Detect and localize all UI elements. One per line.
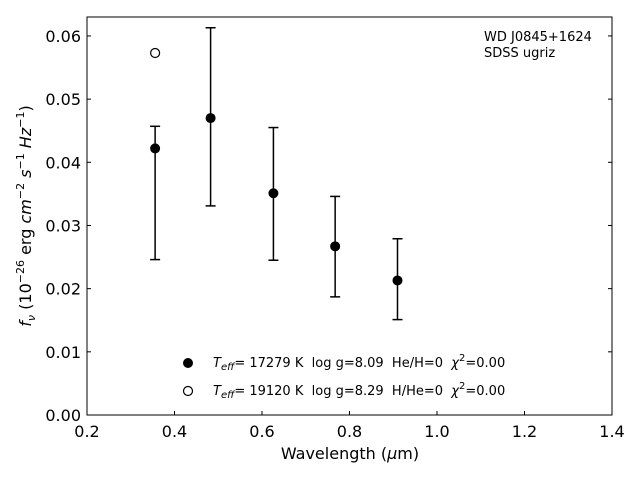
y-ticks: 0.00 0.01 0.02 0.03 0.04 0.05 0.06	[45, 27, 612, 425]
y-title-s: s	[16, 170, 35, 183]
y-title-hz: Hz	[16, 127, 35, 153]
legend-2-sup: 2	[459, 381, 465, 392]
legend-2-chi-rest: =0.00	[465, 384, 505, 399]
x-axis-title: Wavelength (μm)	[281, 444, 419, 463]
legend-1-chi-rest: =0.00	[465, 356, 505, 371]
legend-1-sub: eff	[221, 362, 236, 373]
x-ticks: 0.2 0.4 0.6 0.8 1.0 1.2 1.4	[74, 411, 625, 441]
y-title-f: f	[16, 319, 35, 327]
legend-marker-open	[182, 385, 194, 397]
x-axis-title-pre: Wavelength (	[281, 444, 387, 463]
y-axis-title: fν (10−26 erg cm−2 s−1 Hz−1)	[14, 105, 38, 326]
legend-entry-1: Teff= 17279 K log g=8.09 He/H=0 χ2=0.00	[213, 353, 505, 373]
data-point-filled	[392, 275, 403, 286]
legend-marker-filled	[183, 358, 193, 368]
y-title-a: (10	[16, 283, 35, 315]
legend-1-t: T	[213, 356, 222, 371]
legend-1-sup: 2	[459, 353, 465, 364]
annotation-line-2: SDSS ugriz	[484, 46, 555, 61]
y-tick-label: 0.02	[45, 280, 81, 299]
y-tick-label: 0.06	[45, 27, 81, 46]
y-title-e1: −26	[14, 260, 27, 283]
y-title-nu: ν	[25, 315, 38, 321]
x-tick-label: 1.0	[424, 422, 449, 441]
x-tick-label: 1.2	[512, 422, 537, 441]
legend-1-rest: = 17279 K log g=8.09 He/H=0	[234, 356, 451, 371]
errorbars-layer	[150, 26, 403, 321]
y-tick-label: 0.01	[45, 343, 81, 362]
data-point-filled	[330, 241, 341, 252]
x-axis-title-mu: μ	[386, 444, 397, 463]
legend: Teff= 17279 K log g=8.09 He/H=0 χ2=0.00 …	[182, 353, 505, 401]
x-tick-label: 0.2	[74, 422, 99, 441]
y-tick-label: 0.00	[45, 406, 81, 425]
x-axis-title-post: m)	[397, 444, 419, 463]
legend-2-rest: = 19120 K log g=8.29 H/He=0	[234, 384, 451, 399]
annotation-line-1: WD J0845+1624	[484, 30, 592, 45]
data-point-filled	[205, 113, 216, 124]
data-point-filled	[268, 188, 279, 199]
y-title-e4: −1	[14, 112, 27, 128]
legend-1-chi: χ	[450, 356, 460, 371]
points-layer	[150, 47, 403, 286]
x-tick-label: 0.8	[337, 422, 362, 441]
y-title-e3: −1	[14, 153, 27, 169]
y-tick-label: 0.04	[45, 153, 81, 172]
y-tick-label: 0.05	[45, 90, 81, 109]
y-title-e2: −2	[14, 183, 27, 199]
legend-2-chi: χ	[450, 384, 460, 399]
y-title-b: erg	[16, 224, 35, 260]
legend-entry-2: Teff= 19120 K log g=8.29 H/He=0 χ2=0.00	[213, 381, 505, 401]
x-tick-label: 0.4	[162, 422, 187, 441]
y-title-cm: cm	[16, 199, 35, 223]
legend-2-t: T	[213, 384, 222, 399]
x-tick-label: 0.6	[249, 422, 274, 441]
data-point-open	[150, 47, 161, 59]
y-title-c: )	[16, 105, 35, 111]
data-point-filled	[150, 143, 161, 154]
x-tick-label: 1.4	[599, 422, 624, 441]
y-tick-label: 0.03	[45, 216, 81, 235]
legend-2-sub: eff	[221, 390, 236, 401]
